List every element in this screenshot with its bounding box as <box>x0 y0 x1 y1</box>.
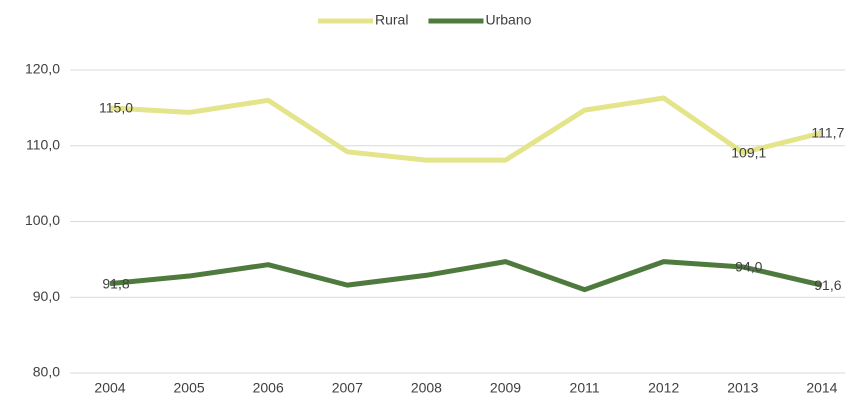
series-line <box>109 95 823 163</box>
x-tick-label: 2014 <box>806 380 837 396</box>
series-line <box>109 259 823 293</box>
x-tick-label: 2013 <box>727 380 758 396</box>
x-tick-label: 2011 <box>570 380 600 396</box>
data-label: 91,6 <box>814 277 841 293</box>
y-tick-label: 110,0 <box>26 136 60 152</box>
x-tick-label: 2012 <box>648 380 679 396</box>
legend-label: Rural <box>375 12 408 28</box>
y-tick-label: 120,0 <box>25 61 60 77</box>
data-label: 91,8 <box>102 275 129 291</box>
data-label: 94,0 <box>735 259 762 275</box>
data-label: 111,7 <box>811 125 844 141</box>
x-tick-label: 2008 <box>411 380 442 396</box>
x-tick-label: 2005 <box>174 380 205 396</box>
data-label: 115,0 <box>99 100 133 116</box>
data-label: 109,1 <box>731 144 766 160</box>
y-tick-label: 90,0 <box>33 288 60 304</box>
y-tick-label: 80,0 <box>33 364 60 380</box>
x-tick-label: 2009 <box>490 380 521 396</box>
x-tick-label: 2006 <box>253 380 284 396</box>
legend-label: Urbano <box>485 12 531 28</box>
y-tick-label: 100,0 <box>25 212 60 228</box>
x-tick-label: 2007 <box>332 380 363 396</box>
x-tick-label: 2004 <box>94 380 125 396</box>
